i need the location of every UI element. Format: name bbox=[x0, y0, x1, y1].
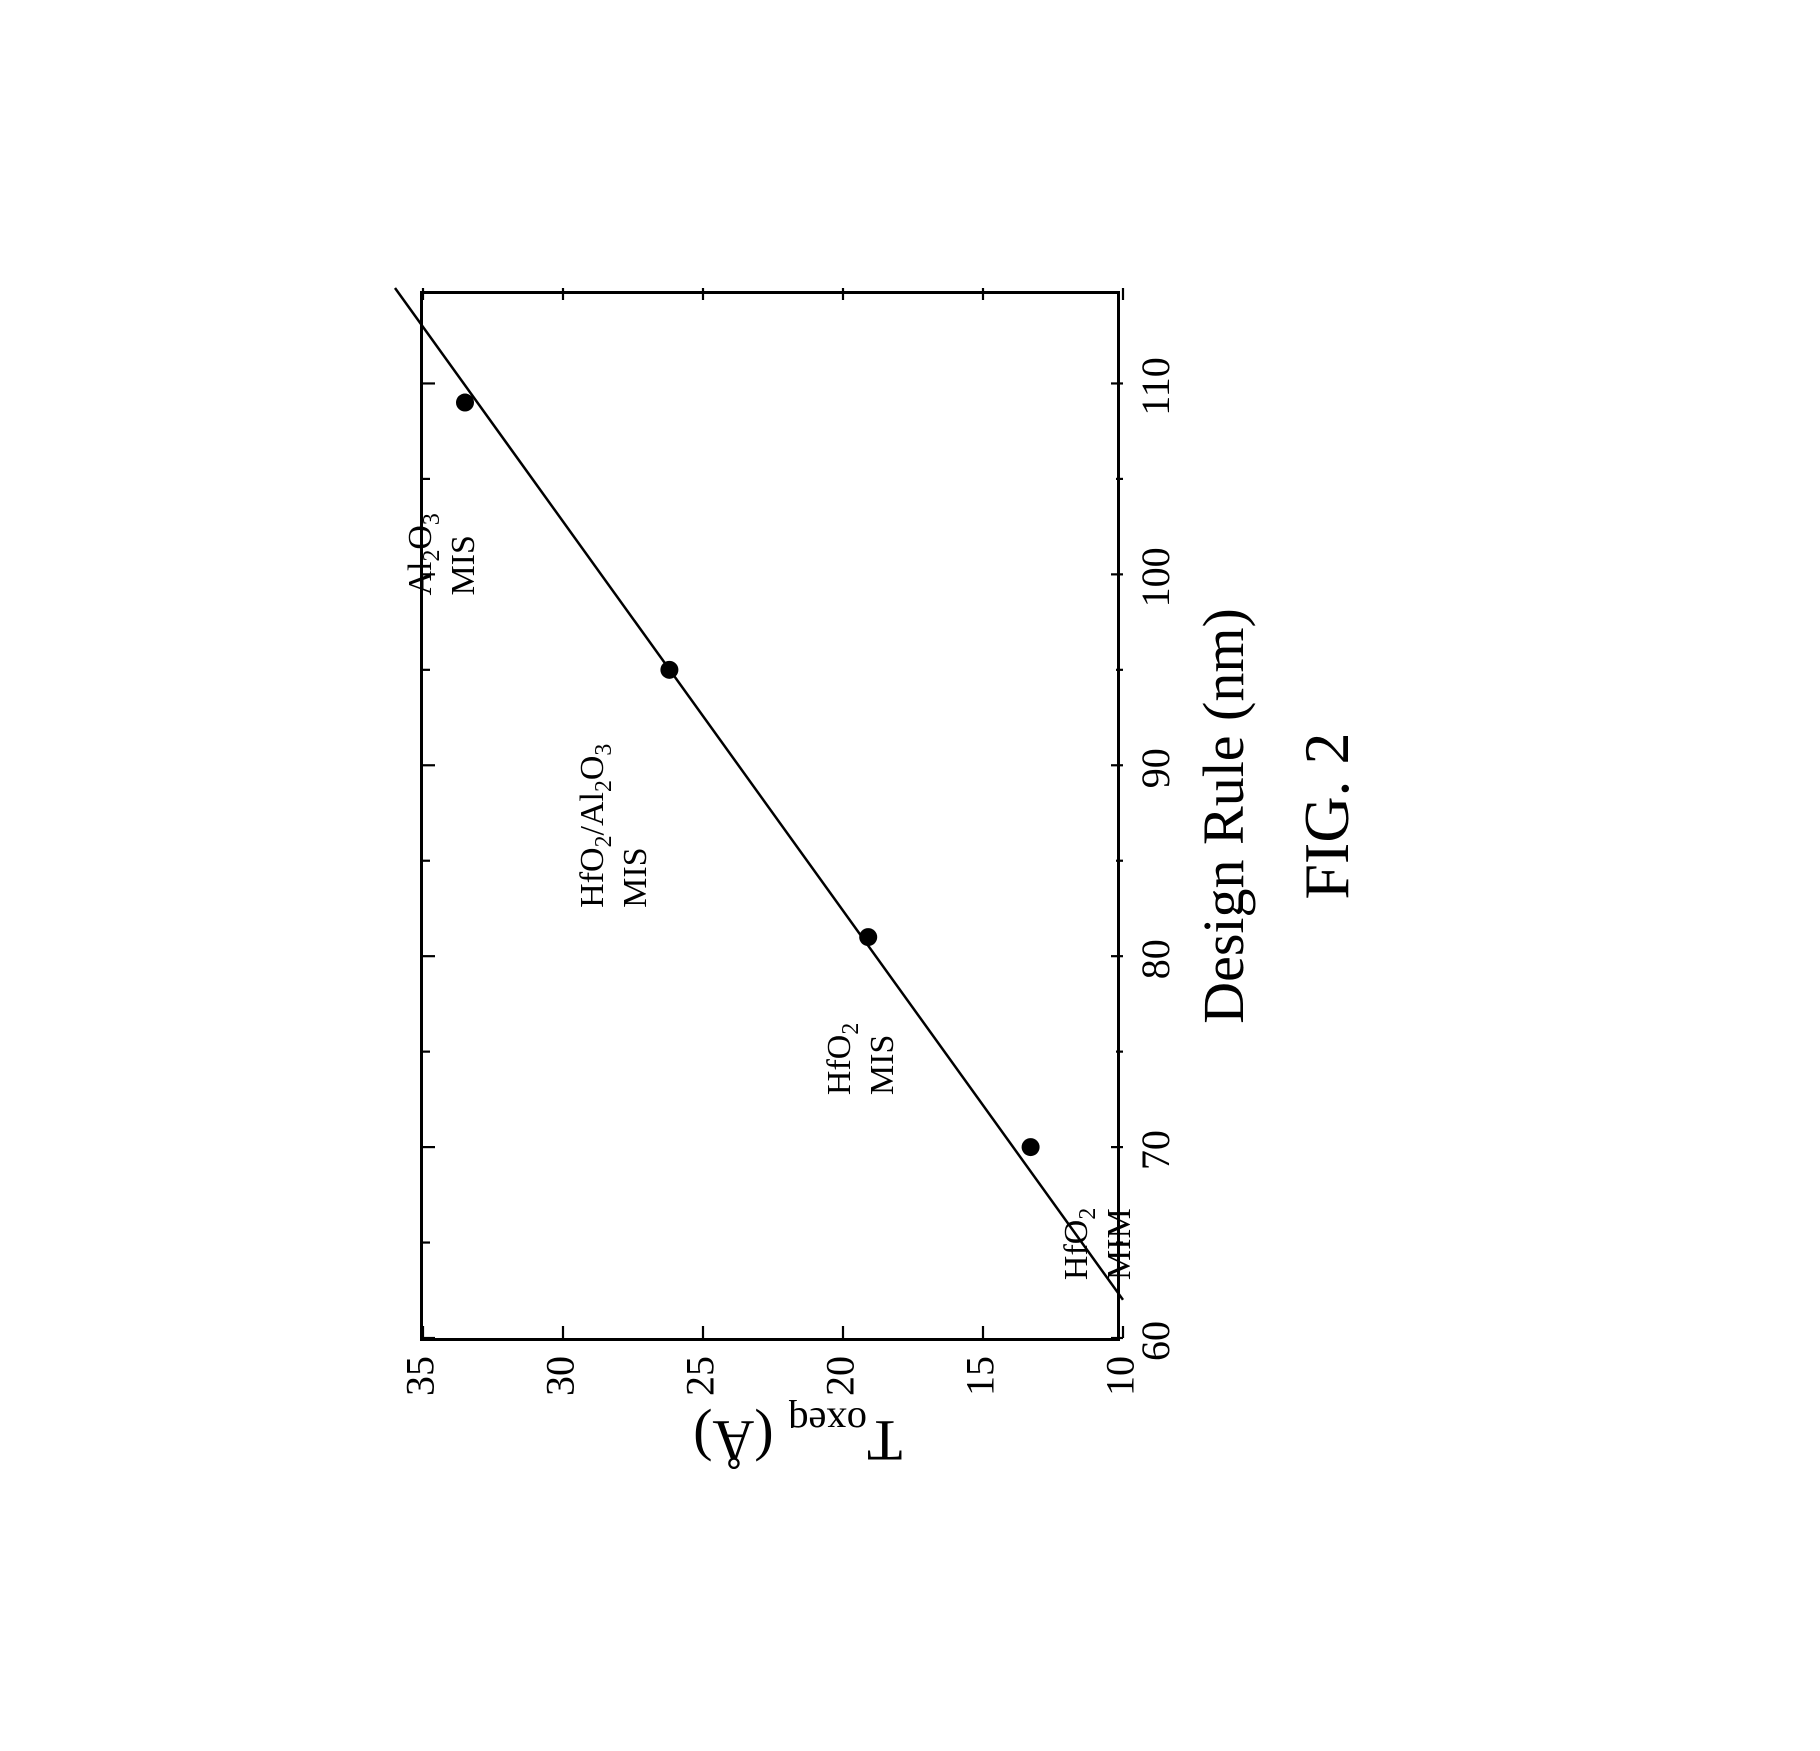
data-point bbox=[1022, 1138, 1040, 1156]
y-tick-label: 35 bbox=[397, 1356, 444, 1416]
y-axis-label: Toxeq (Å) bbox=[693, 1399, 902, 1475]
data-point bbox=[456, 394, 474, 412]
x-tick-label: 70 bbox=[1132, 1130, 1179, 1170]
trend-line bbox=[395, 288, 1123, 1300]
data-point bbox=[859, 928, 877, 946]
y-tick-label: 15 bbox=[957, 1356, 1004, 1416]
data-point bbox=[660, 661, 678, 679]
plot-svg bbox=[423, 294, 1117, 1338]
x-tick-label: 110 bbox=[1132, 357, 1179, 416]
x-tick-label: 60 bbox=[1132, 1321, 1179, 1361]
series-label: Al2O3MIS bbox=[402, 513, 482, 595]
y-tick-label: 30 bbox=[537, 1356, 584, 1416]
chart: 60708090100110 101520253035 Design Rule … bbox=[360, 141, 1460, 1541]
figure-caption: FIG. 2 bbox=[1290, 732, 1364, 899]
x-tick-label: 100 bbox=[1132, 547, 1179, 607]
plot-area bbox=[420, 291, 1120, 1341]
series-label: HfO2MIS bbox=[821, 1023, 901, 1095]
series-label: HfO2/Al2O3MIS bbox=[574, 744, 654, 908]
series-label: HfO2MIM bbox=[1058, 1208, 1138, 1280]
rotated-figure-container: 60708090100110 101520253035 Design Rule … bbox=[69, 0, 1751, 1751]
x-tick-label: 90 bbox=[1132, 748, 1179, 788]
x-tick-label: 80 bbox=[1132, 939, 1179, 979]
y-tick-label: 10 bbox=[1097, 1356, 1144, 1416]
x-axis-label: Design Rule (nm) bbox=[1190, 608, 1257, 1024]
